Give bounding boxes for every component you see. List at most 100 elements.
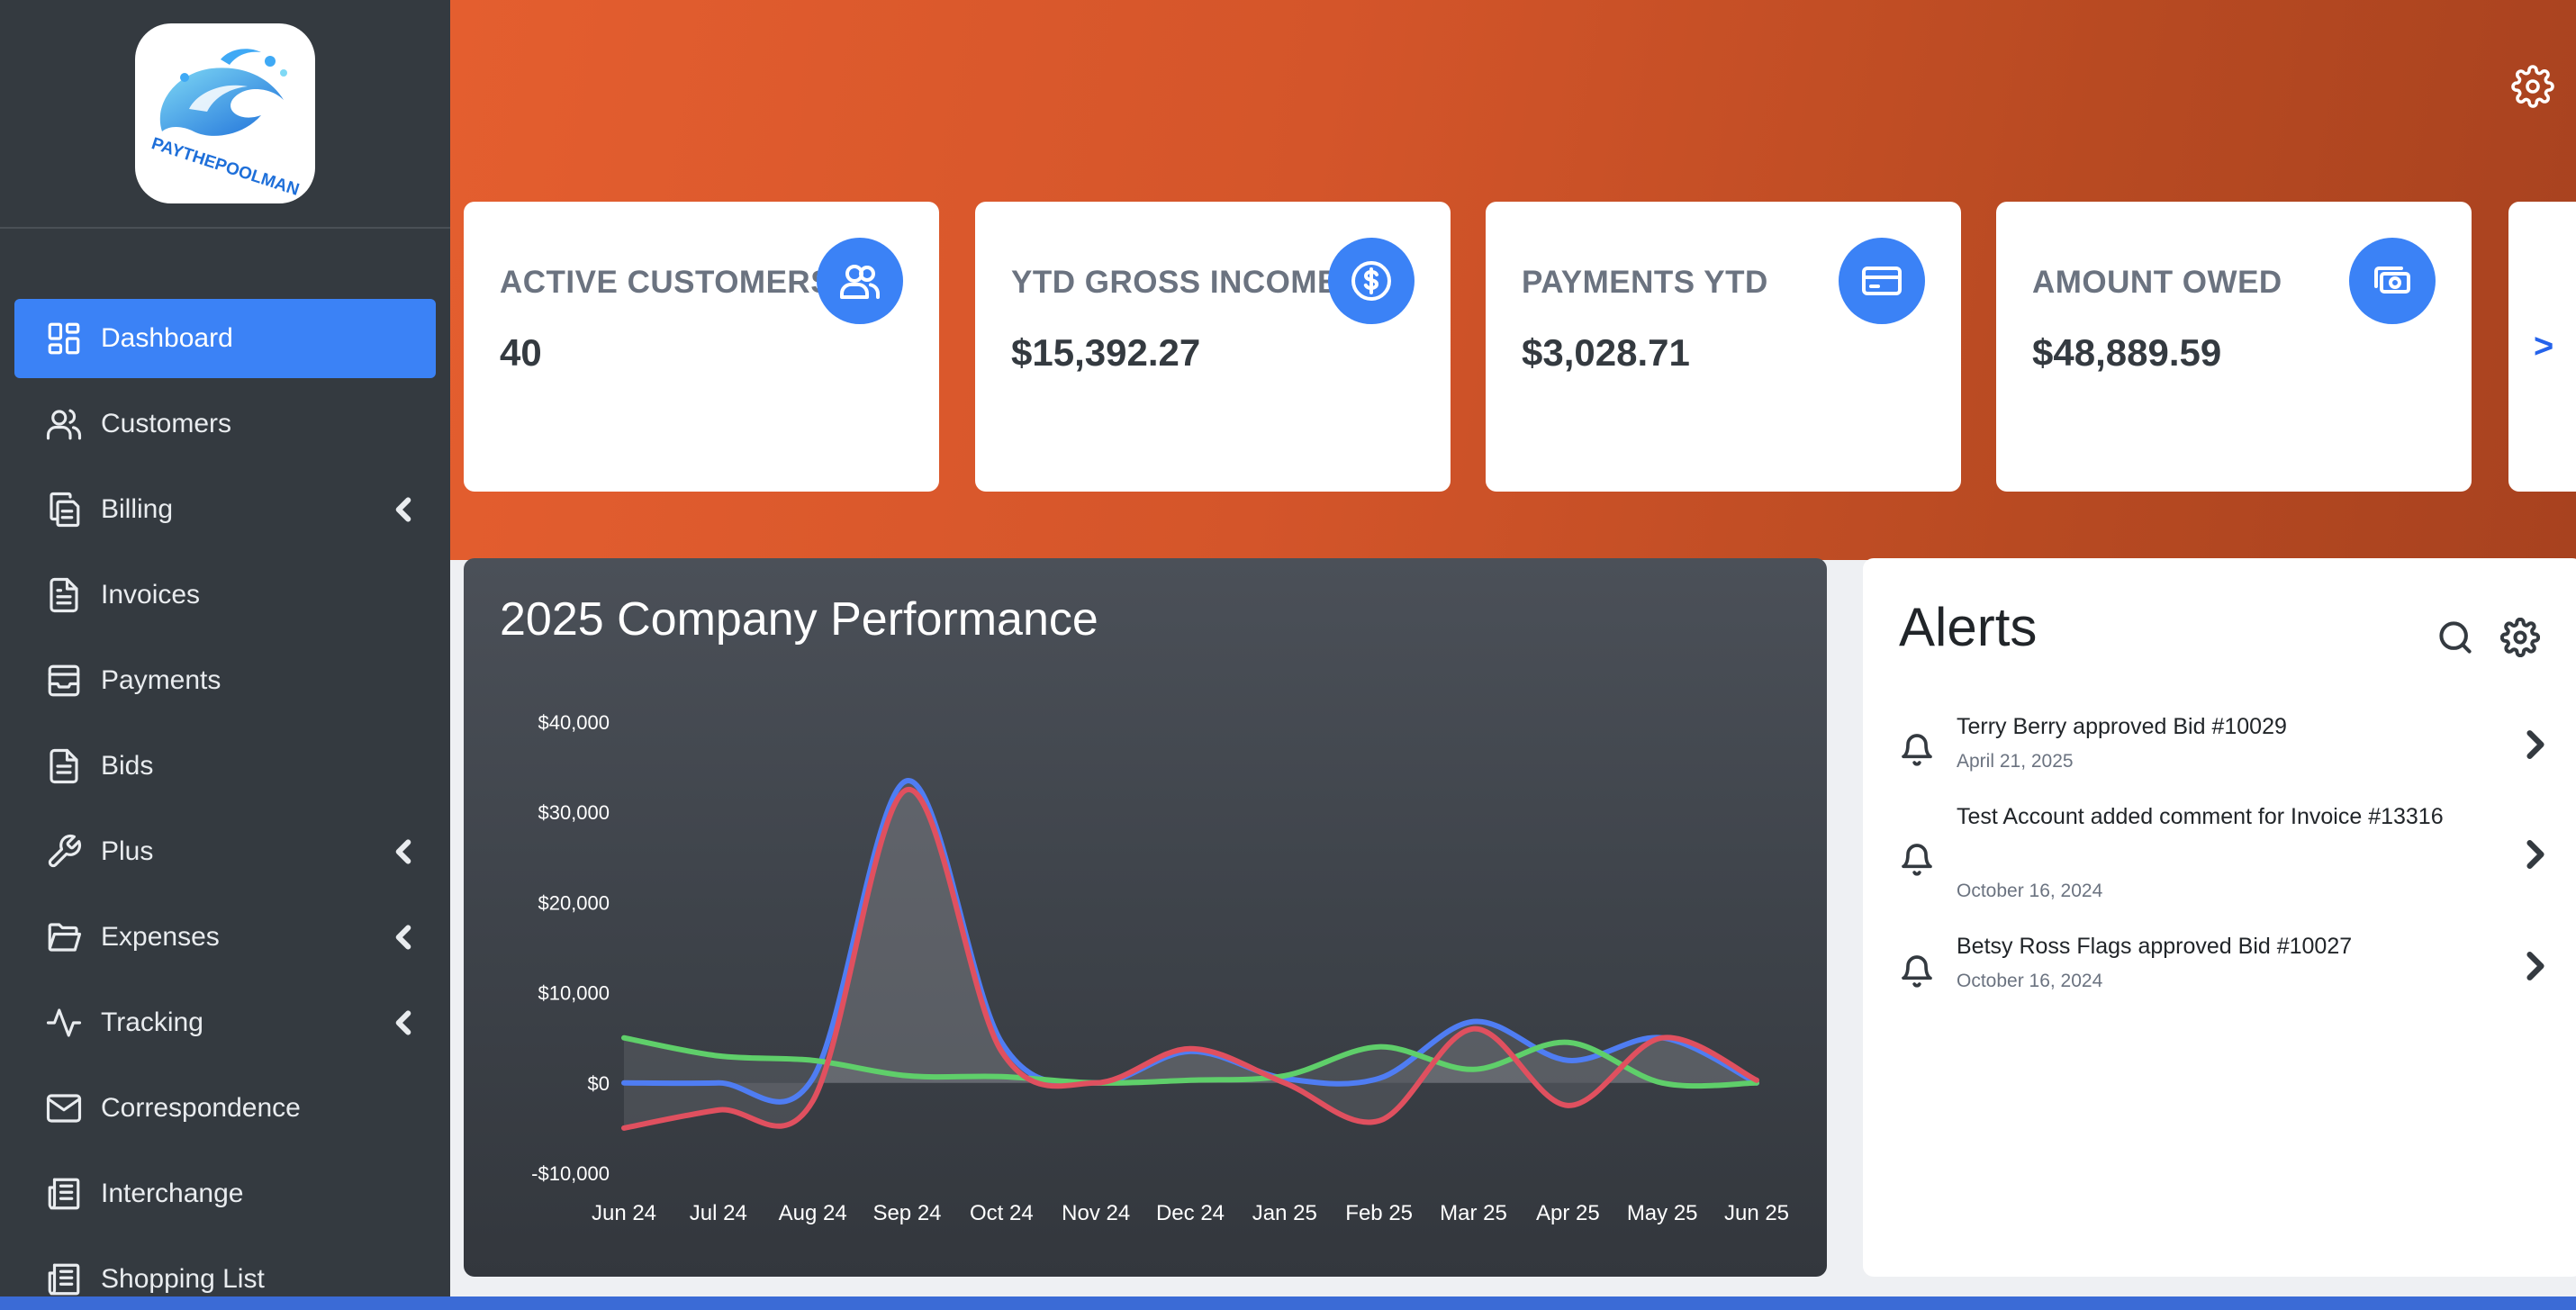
bottom-accent-bar (0, 1296, 2576, 1310)
x-tick-label: Jun 24 (592, 1201, 656, 1225)
card-value: $15,392.27 (1011, 331, 1201, 374)
stat-card-amount-owed[interactable]: AMOUNT OWED $48,889.59 (1996, 202, 2472, 492)
x-tick-label: Feb 25 (1345, 1201, 1413, 1225)
gear-icon[interactable] (2499, 617, 2541, 658)
document-icon (45, 747, 83, 785)
card-value: $3,028.71 (1522, 331, 1690, 374)
y-tick-label: -$10,000 (531, 1162, 610, 1185)
x-tick-label: Mar 25 (1440, 1201, 1507, 1225)
performance-panel: 2025 Company Performance $40,000 $30,000 $… (464, 558, 1827, 1277)
inbox-tray-icon (45, 662, 83, 700)
series-area-0 (624, 780, 1757, 1102)
users-icon (817, 238, 903, 324)
company-logo[interactable]: PAYTHEPOOLMAN (135, 23, 315, 203)
sidebar-item-label: Invoices (101, 580, 201, 610)
x-tick-label: Jul 24 (690, 1201, 747, 1225)
sidebar-item-label: Expenses (101, 922, 220, 952)
x-tick-label: Nov 24 (1062, 1201, 1130, 1225)
sidebar-item-correspondence[interactable]: Correspondence (14, 1069, 436, 1148)
alert-date: October 16, 2024 (1957, 971, 2103, 991)
folder-open-icon (45, 918, 83, 956)
sidebar-item-label: Correspondence (101, 1093, 301, 1123)
x-tick-label: Apr 25 (1536, 1201, 1600, 1225)
series-line-1 (621, 1034, 1759, 1089)
sidebar-item-tracking[interactable]: Tracking (14, 983, 436, 1062)
wave-logo-icon: PAYTHEPOOLMAN (149, 49, 302, 200)
sidebar: PAYTHEPOOLMAN Dashboard Customers Billin… (0, 0, 450, 1310)
cards-next-button[interactable]: > (2508, 202, 2576, 492)
newspaper-icon (45, 1260, 83, 1298)
alert-item[interactable]: Betsy Ross Flags approved Bid #10027 Oct… (1899, 927, 2547, 1017)
search-icon[interactable] (2436, 618, 2475, 657)
x-tick-label: May 25 (1627, 1201, 1698, 1225)
sidebar-item-payments[interactable]: Payments (14, 641, 436, 720)
alert-text: Test Account added comment for Invoice #… (1957, 804, 2444, 829)
alert-item[interactable]: Test Account added comment for Invoice #… (1899, 798, 2547, 924)
stat-card-ytd-gross-income[interactable]: YTD GROSS INCOME $15,392.27 (975, 202, 1451, 492)
card-title: ACTIVE CUSTOMERS (500, 265, 833, 300)
x-tick-label: Jun 25 (1724, 1201, 1789, 1225)
chevron-left-icon[interactable] (393, 925, 414, 950)
dollar-circle-icon (1328, 238, 1415, 324)
sidebar-item-customers[interactable]: Customers (14, 384, 436, 464)
sidebar-divider (0, 227, 450, 229)
y-tick-label: $20,000 (538, 891, 610, 914)
y-tick-label: $40,000 (538, 711, 610, 734)
alert-item[interactable]: Terry Berry approved Bid #10029 April 21… (1899, 708, 2547, 798)
bell-icon (1899, 839, 1935, 879)
chevron-left-icon[interactable] (393, 839, 414, 864)
bell-icon (1899, 729, 1935, 769)
sidebar-item-billing[interactable]: Billing (14, 470, 436, 549)
next-arrow-label: > (2534, 328, 2554, 366)
card-title: PAYMENTS YTD (1522, 265, 1768, 300)
credit-card-icon (1839, 238, 1925, 324)
series-area-2 (624, 789, 1757, 1128)
copy-files-icon (45, 491, 83, 529)
sidebar-item-label: Tracking (101, 1007, 203, 1037)
sidebar-item-label: Dashboard (101, 323, 233, 353)
activity-pulse-icon (45, 1004, 83, 1042)
sidebar-item-label: Customers (101, 409, 232, 438)
chevron-left-icon[interactable] (393, 497, 414, 522)
alert-text: Terry Berry approved Bid #10029 (1957, 714, 2287, 739)
chart-title: 2025 Company Performance (500, 593, 1098, 646)
series-line-2 (621, 787, 1759, 1131)
alerts-panel: Alerts Terry Berry approved Bid #10029 A… (1863, 558, 2576, 1277)
alerts-title: Alerts (1899, 597, 2038, 657)
cash-icon (2349, 238, 2436, 324)
sidebar-item-expenses[interactable]: Expenses (14, 898, 436, 977)
sidebar-item-dashboard[interactable]: Dashboard (14, 299, 436, 378)
series-area-1 (624, 1037, 1757, 1087)
y-tick-label: $10,000 (538, 982, 610, 1005)
chevron-right-icon[interactable] (2524, 951, 2547, 981)
sidebar-item-invoices[interactable]: Invoices (14, 556, 436, 635)
wrench-icon (45, 833, 83, 871)
card-value: 40 (500, 331, 542, 374)
chevron-left-icon[interactable] (393, 1010, 414, 1035)
card-title: YTD GROSS INCOME (1011, 265, 1339, 300)
file-text-icon (45, 576, 83, 614)
x-tick-label: Aug 24 (779, 1201, 847, 1225)
sidebar-item-label: Interchange (101, 1179, 244, 1208)
sidebar-item-plus[interactable]: Plus (14, 812, 436, 891)
sidebar-item-bids[interactable]: Bids (14, 727, 436, 806)
card-value: $48,889.59 (2032, 331, 2222, 374)
sidebar-item-label: Shopping List (101, 1264, 265, 1294)
stat-card-payments-ytd[interactable]: PAYMENTS YTD $3,028.71 (1486, 202, 1961, 492)
y-tick-label: $30,000 (538, 801, 610, 824)
dashboard-grid-icon (45, 320, 83, 357)
x-tick-label: Oct 24 (970, 1201, 1034, 1225)
sidebar-item-shopping-list[interactable]: Shopping List (14, 1240, 436, 1310)
card-title: AMOUNT OWED (2032, 265, 2282, 300)
gear-icon[interactable] (2511, 65, 2554, 108)
x-tick-label: Dec 24 (1156, 1201, 1225, 1225)
sidebar-item-label: Billing (101, 494, 174, 524)
alert-date: April 21, 2025 (1957, 751, 2074, 772)
sidebar-item-interchange[interactable]: Interchange (14, 1154, 436, 1233)
stat-card-active-customers[interactable]: ACTIVE CUSTOMERS 40 (464, 202, 939, 492)
performance-chart: $40,000 $30,000 $20,000 $10,000 $0 -$10,000 Ju… (531, 711, 1789, 1225)
chevron-right-icon[interactable] (2524, 839, 2547, 870)
sidebar-item-label: Bids (101, 751, 154, 781)
sidebar-item-label: Payments (101, 665, 221, 695)
chevron-right-icon[interactable] (2524, 729, 2547, 760)
